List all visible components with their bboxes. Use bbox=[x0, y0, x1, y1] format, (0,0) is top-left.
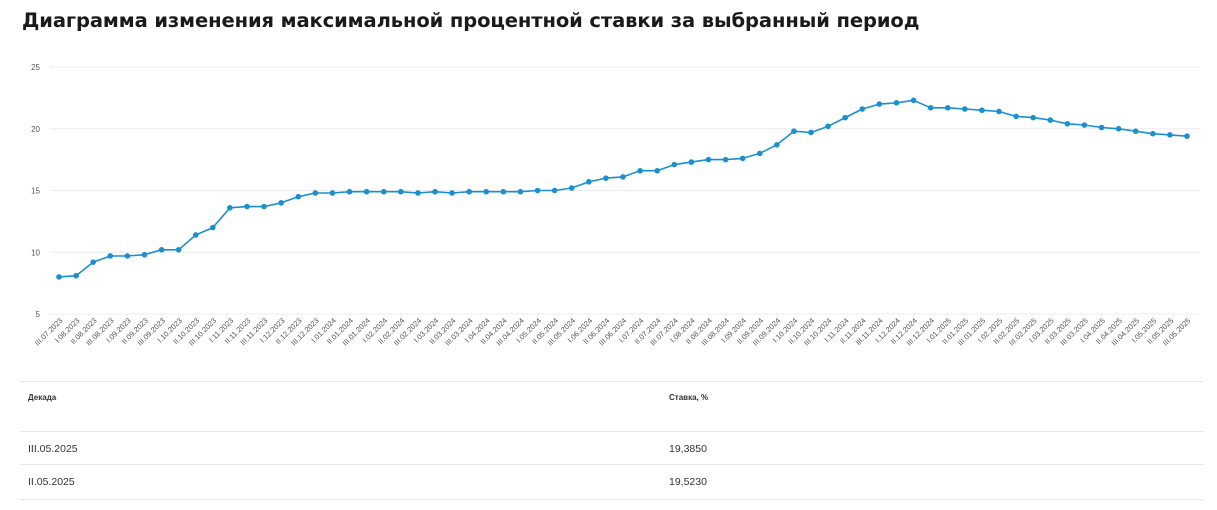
data-point[interactable] bbox=[56, 274, 62, 280]
table-cell-rate: 19,3850 bbox=[669, 443, 707, 455]
data-point[interactable] bbox=[756, 150, 763, 157]
data-point[interactable] bbox=[825, 123, 831, 130]
y-tick-label: 5 bbox=[36, 310, 41, 319]
data-point[interactable] bbox=[244, 203, 250, 210]
y-tick-label: 20 bbox=[31, 125, 40, 134]
data-point[interactable] bbox=[175, 246, 182, 253]
data-point[interactable] bbox=[568, 185, 575, 191]
data-point[interactable] bbox=[312, 190, 319, 196]
data-point[interactable] bbox=[449, 190, 455, 196]
data-point[interactable] bbox=[278, 200, 284, 206]
y-tick-label: 15 bbox=[31, 187, 40, 196]
data-point[interactable] bbox=[192, 232, 199, 238]
data-point[interactable] bbox=[654, 167, 660, 174]
data-point[interactable] bbox=[671, 161, 678, 168]
column-header-period: Декада bbox=[28, 393, 57, 402]
data-point[interactable] bbox=[261, 203, 267, 210]
data-point[interactable] bbox=[73, 272, 79, 279]
data-point[interactable] bbox=[893, 100, 900, 106]
data-point[interactable] bbox=[1047, 117, 1054, 123]
data-point[interactable] bbox=[1184, 133, 1190, 139]
y-tick-label: 10 bbox=[31, 248, 40, 257]
data-point[interactable] bbox=[979, 107, 985, 114]
data-point[interactable] bbox=[363, 188, 370, 195]
grid-lines bbox=[50, 66, 1200, 315]
y-axis-tick-labels: 25 20 15 10 5 bbox=[31, 63, 40, 319]
x-axis-tick-labels: III.07.2023I.08.2023II.08.2023III.08.202… bbox=[33, 316, 1192, 347]
y-tick-label: 25 bbox=[31, 63, 40, 72]
data-point[interactable] bbox=[876, 101, 883, 107]
data-point[interactable] bbox=[398, 188, 404, 195]
data-point[interactable] bbox=[500, 188, 507, 195]
data-point[interactable] bbox=[842, 114, 848, 121]
rate-line-chart: 25 20 15 10 5 III.07.2023I.08.2023II.08.2023… bbox=[31, 63, 1200, 347]
data-point[interactable] bbox=[722, 156, 729, 163]
data-point[interactable] bbox=[1081, 122, 1088, 128]
data-point[interactable] bbox=[1167, 132, 1173, 138]
data-point[interactable] bbox=[1064, 121, 1071, 127]
data-point[interactable] bbox=[927, 104, 934, 111]
data-point[interactable] bbox=[620, 174, 626, 180]
data-point[interactable] bbox=[158, 246, 165, 253]
data-point[interactable] bbox=[517, 188, 524, 195]
data-point[interactable] bbox=[1098, 124, 1105, 131]
data-point[interactable] bbox=[944, 104, 951, 111]
data-point[interactable] bbox=[141, 251, 148, 258]
data-point[interactable] bbox=[603, 175, 609, 181]
data-point[interactable] bbox=[124, 253, 131, 259]
data-point[interactable] bbox=[1013, 113, 1019, 120]
data-point[interactable] bbox=[210, 224, 216, 231]
data-point[interactable] bbox=[90, 259, 96, 265]
data-point[interactable] bbox=[859, 106, 866, 112]
data-point[interactable] bbox=[688, 159, 695, 165]
data-point[interactable] bbox=[534, 187, 541, 194]
data-point[interactable] bbox=[1115, 125, 1122, 132]
data-point[interactable] bbox=[739, 155, 746, 162]
data-point[interactable] bbox=[808, 129, 814, 136]
data-point[interactable] bbox=[586, 179, 592, 185]
page-title: Диаграмма изменения максимальной процент… bbox=[22, 9, 920, 32]
data-points bbox=[56, 97, 1190, 280]
table-cell-period: III.05.2025 bbox=[28, 443, 78, 455]
data-point[interactable] bbox=[910, 97, 917, 104]
data-point[interactable] bbox=[774, 142, 780, 148]
data-point[interactable] bbox=[432, 188, 438, 195]
data-point[interactable] bbox=[483, 188, 490, 195]
table-header-row: Декада Ставка, % bbox=[20, 381, 1203, 414]
table-row: II.05.2025 19,5230 bbox=[20, 464, 1203, 500]
data-point[interactable] bbox=[415, 190, 421, 196]
data-point[interactable] bbox=[329, 190, 336, 196]
data-point[interactable] bbox=[791, 128, 797, 135]
data-point[interactable] bbox=[637, 167, 643, 174]
table-cell-period: II.05.2025 bbox=[28, 476, 75, 488]
data-point[interactable] bbox=[1150, 130, 1156, 137]
data-point[interactable] bbox=[107, 253, 114, 259]
data-point[interactable] bbox=[380, 188, 387, 195]
data-point[interactable] bbox=[1132, 128, 1139, 135]
series-line bbox=[58, 99, 1188, 278]
data-point[interactable] bbox=[551, 187, 558, 194]
data-point[interactable] bbox=[295, 193, 302, 200]
data-point[interactable] bbox=[996, 108, 1002, 115]
data-point[interactable] bbox=[227, 204, 233, 211]
data-point[interactable] bbox=[1030, 114, 1036, 121]
table-row: III.05.2025 19,3850 bbox=[20, 431, 1203, 465]
data-point[interactable] bbox=[962, 106, 968, 112]
data-point[interactable] bbox=[466, 188, 472, 195]
data-point[interactable] bbox=[346, 188, 353, 195]
table-cell-rate: 19,5230 bbox=[669, 476, 707, 488]
column-header-rate: Ставка, % bbox=[669, 393, 709, 402]
data-point[interactable] bbox=[705, 156, 712, 163]
